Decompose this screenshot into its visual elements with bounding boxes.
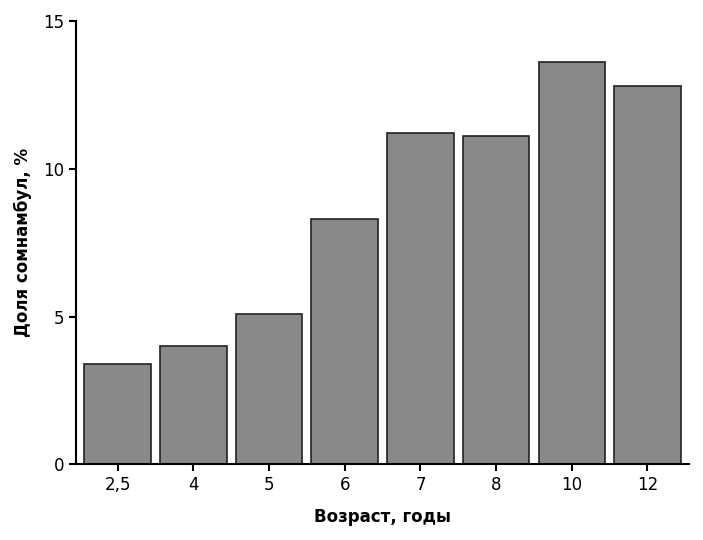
Bar [387,133,453,464]
Y-axis label: Доля сомнамбул, %: Доля сомнамбул, % [14,148,32,337]
Bar [160,346,226,464]
X-axis label: Возраст, годы: Возраст, годы [314,508,451,526]
Bar [463,136,529,464]
Bar [236,314,302,464]
Bar [538,62,605,464]
Bar [84,364,151,464]
Bar [614,86,681,464]
Bar [311,219,378,464]
